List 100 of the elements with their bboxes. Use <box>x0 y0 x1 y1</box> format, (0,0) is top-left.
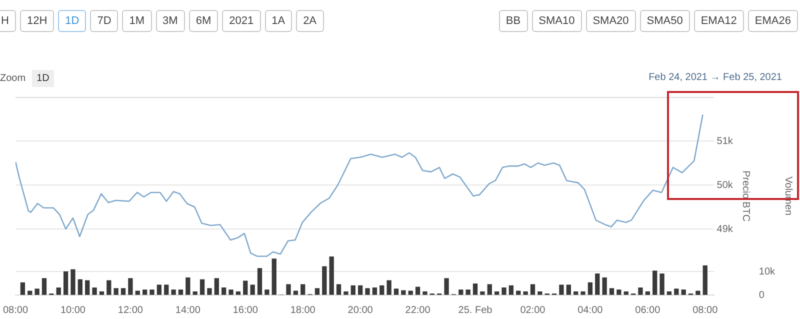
text: SMA50 <box>640 10 690 32</box>
bar <box>566 284 571 295</box>
bar <box>286 284 291 295</box>
bar <box>272 258 276 295</box>
bar <box>444 278 449 295</box>
bar <box>674 288 679 295</box>
bar <box>243 280 248 295</box>
bar <box>609 288 614 295</box>
text: 1D <box>58 10 86 32</box>
bar <box>207 288 212 295</box>
bar <box>386 280 392 295</box>
x-tick-label: 08:00 <box>2 304 28 316</box>
bar <box>63 271 68 295</box>
bar <box>487 284 492 295</box>
bar <box>99 291 104 295</box>
bar <box>523 291 528 295</box>
bar <box>128 278 133 295</box>
text: Feb 24, 2021 → Feb 25, 2021 <box>648 72 782 83</box>
bar <box>380 285 384 295</box>
bar <box>415 286 420 295</box>
bar <box>652 270 658 295</box>
bar <box>602 277 607 295</box>
bar <box>372 287 378 295</box>
y-tick-label: 51k <box>716 136 734 147</box>
bar <box>336 284 342 295</box>
bar <box>70 269 76 295</box>
bar <box>574 291 578 295</box>
bar <box>42 278 47 295</box>
bar <box>422 291 428 295</box>
bar <box>638 287 643 295</box>
bar <box>228 290 234 295</box>
bar <box>595 273 600 295</box>
bar <box>508 285 514 295</box>
x-tick-label: 25. Feb <box>458 304 493 316</box>
bar <box>78 279 82 295</box>
bar <box>660 273 664 295</box>
bar <box>702 265 708 295</box>
bar <box>502 287 506 295</box>
y2-tick-label: 0 <box>758 290 765 301</box>
bar <box>322 266 327 295</box>
bar <box>293 290 298 295</box>
x-tick-label: 12:00 <box>118 304 144 316</box>
bar <box>681 290 686 295</box>
y2-tick-label: 10k <box>758 266 776 278</box>
text: Zoom <box>0 73 26 84</box>
bar <box>257 268 262 295</box>
x-tick-label: 20:00 <box>348 304 374 316</box>
bar <box>458 290 464 295</box>
bar <box>85 280 90 295</box>
bar <box>156 284 162 295</box>
text: 7D <box>90 10 118 32</box>
bar <box>142 290 148 295</box>
bar <box>120 288 126 295</box>
text: SMA10 <box>532 10 582 32</box>
bar <box>314 288 320 295</box>
bar <box>408 290 413 295</box>
bar <box>358 285 363 295</box>
bar <box>192 291 198 295</box>
x-tick-label: 22:00 <box>405 304 431 316</box>
bar <box>344 291 348 295</box>
bar <box>214 278 219 295</box>
bar <box>538 291 542 295</box>
text: 2021 <box>222 10 261 32</box>
text: 1A <box>264 10 292 32</box>
bar <box>494 291 500 295</box>
bar <box>472 283 478 295</box>
text: 1M <box>122 10 152 32</box>
bar <box>28 290 32 295</box>
text: 2A <box>296 10 324 32</box>
bar <box>186 277 190 295</box>
bar <box>516 290 521 295</box>
bar <box>365 288 370 295</box>
bar <box>56 287 61 295</box>
bar <box>178 290 184 295</box>
x-tick-label: 04:00 <box>578 304 604 316</box>
text: EMA26 <box>748 10 798 32</box>
bar <box>236 291 241 295</box>
bar <box>588 282 593 295</box>
bar <box>580 291 586 295</box>
bar <box>264 290 270 295</box>
bar <box>559 284 564 295</box>
bar <box>466 290 470 295</box>
bar <box>350 285 356 295</box>
y2-axis-title: Volumen <box>782 176 794 216</box>
x-tick-label: 16:00 <box>232 304 258 316</box>
bar <box>92 287 97 295</box>
bar <box>666 291 672 295</box>
bar <box>616 290 622 295</box>
text: 12H <box>20 10 54 32</box>
bar <box>530 284 536 295</box>
bar <box>624 291 628 295</box>
x-tick-label: 08:00 <box>692 304 718 316</box>
bar <box>394 288 399 295</box>
text: 1D <box>32 70 54 87</box>
y-tick-label: 50k <box>716 180 734 191</box>
bar <box>329 256 334 295</box>
bar <box>250 284 255 295</box>
text: EMA12 <box>694 10 744 32</box>
text: 6M <box>188 10 218 32</box>
y-tick-label: 49k <box>716 224 734 235</box>
